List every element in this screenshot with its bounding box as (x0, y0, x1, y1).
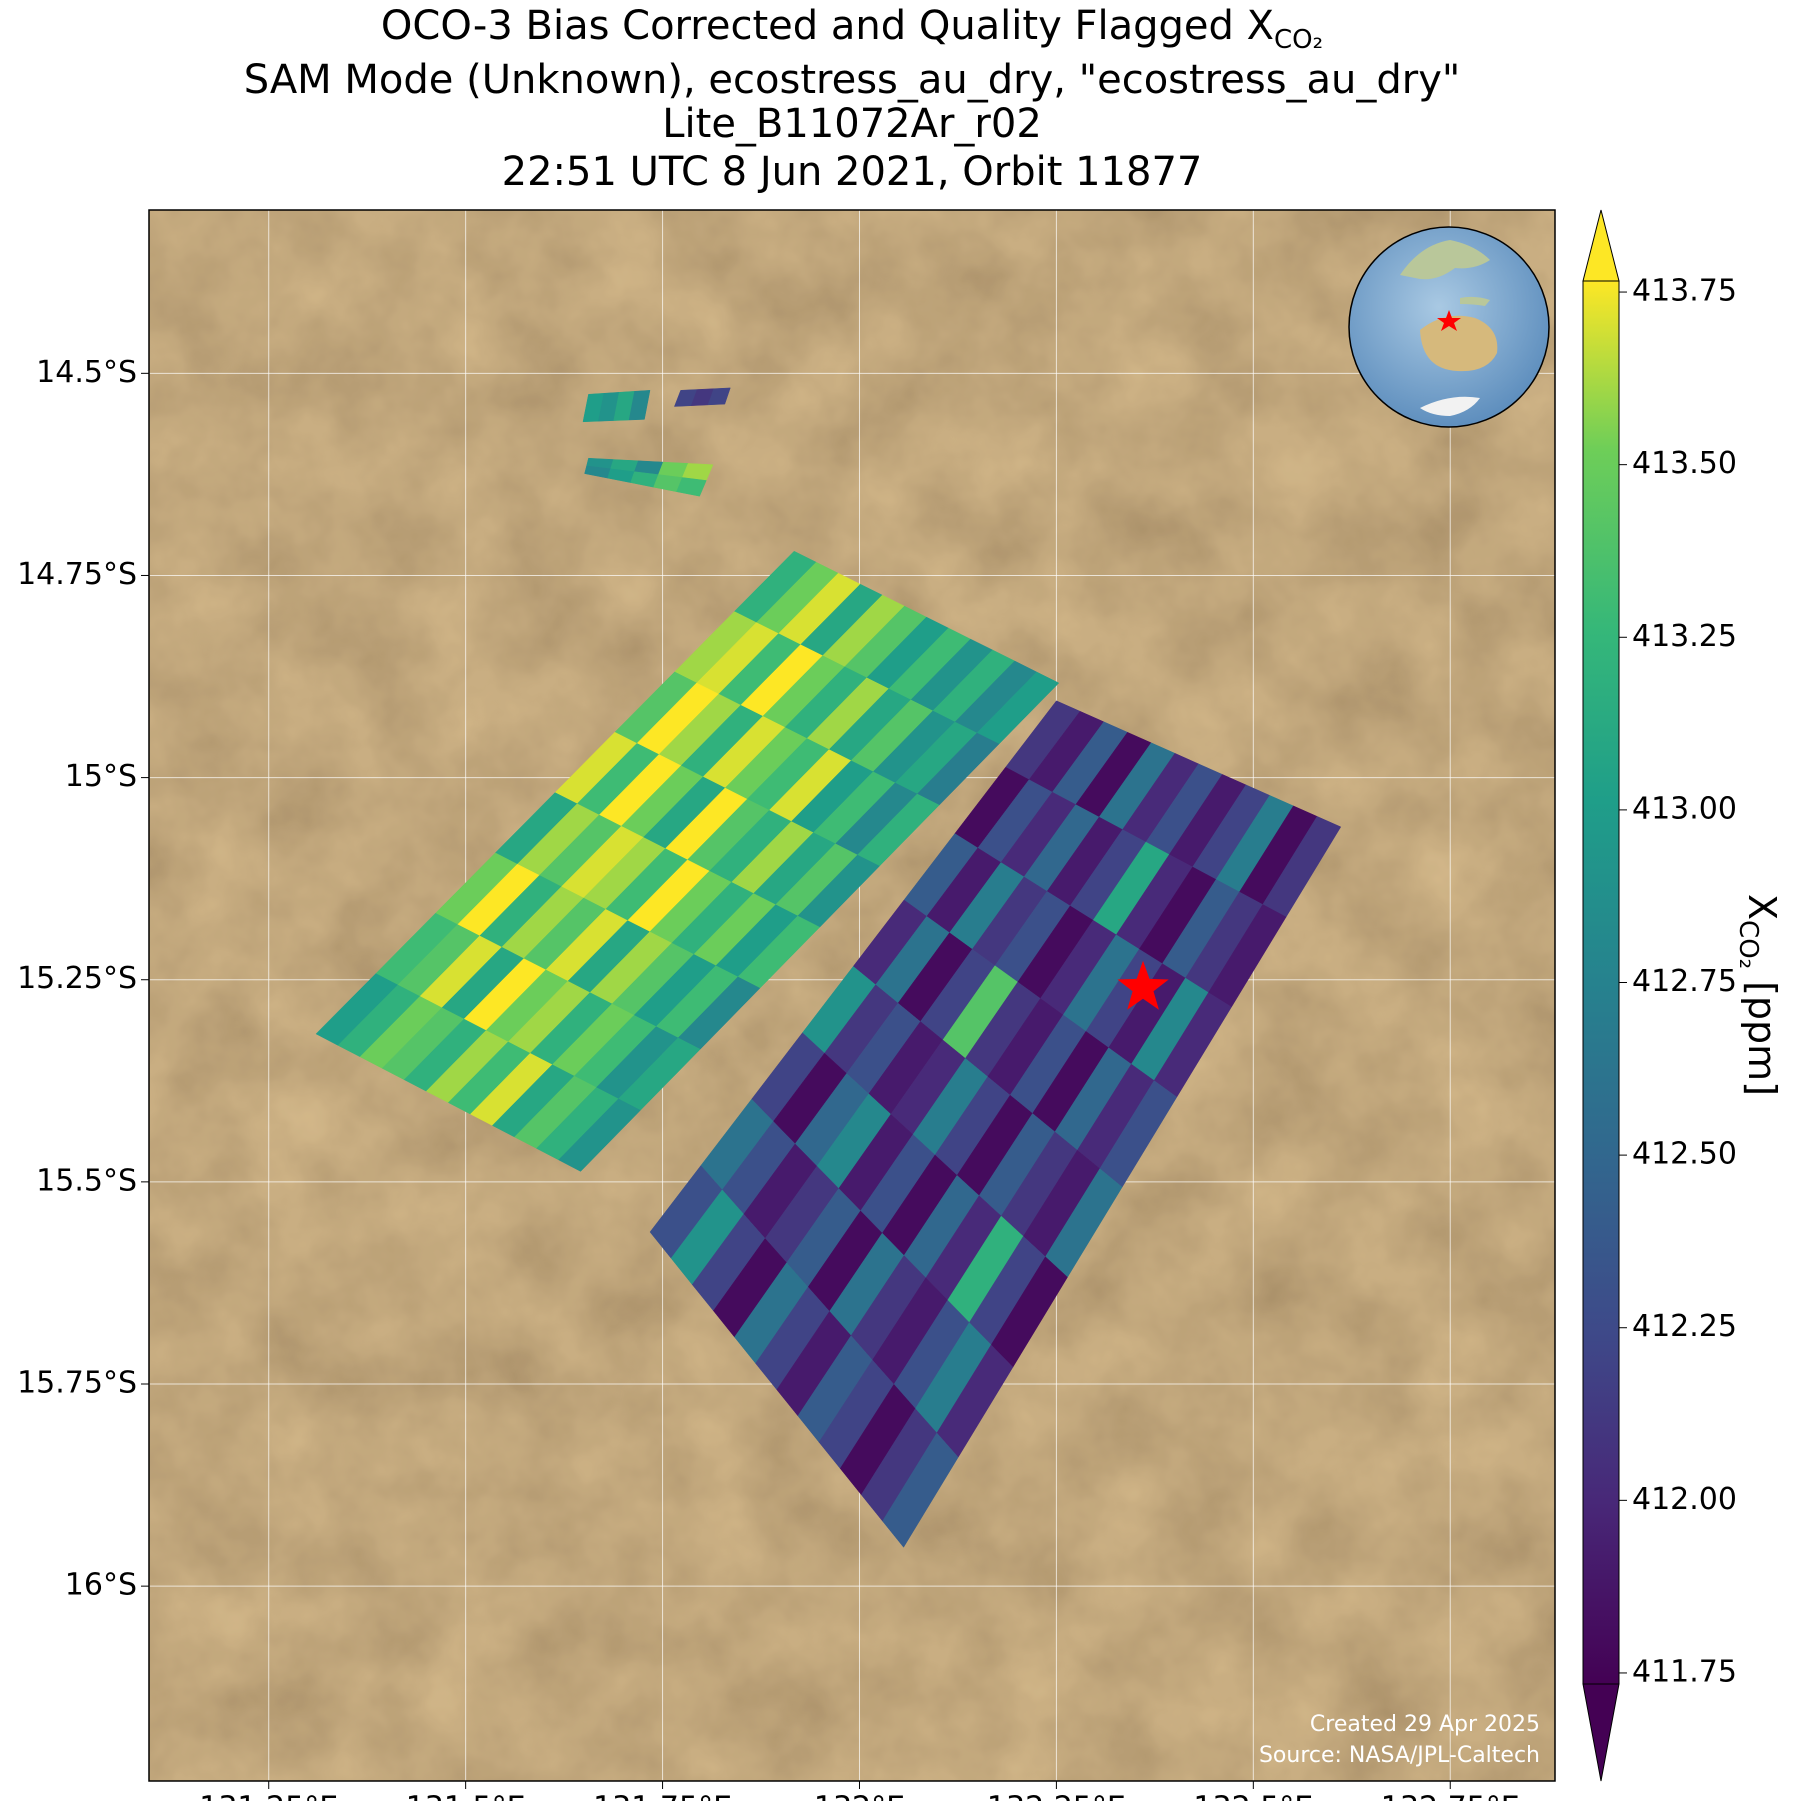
colorbar-tick-label: 412.00 (1632, 1482, 1737, 1517)
x-tick-label: 132°E (814, 1791, 905, 1801)
titles: OCO-3 Bias Corrected and Quality Flagged… (244, 3, 1461, 195)
colorbar-tick-label: 413.50 (1632, 446, 1737, 481)
colorbar-tick-label: 413.25 (1632, 619, 1737, 654)
sounding-cell (676, 477, 707, 497)
subtitle: 22:51 UTC 8 Jun 2021, Orbit 11877 (502, 149, 1203, 195)
y-tick-label: 15.75°S (17, 1366, 137, 1401)
sounding-cell (707, 387, 731, 406)
target-star (1117, 960, 1169, 1010)
colorbar-body (1583, 281, 1619, 1684)
title: OCO-3 Bias Corrected and Quality Flagged… (381, 3, 1323, 55)
sounding-cell (628, 390, 651, 421)
inset-star (1437, 310, 1461, 331)
colorbar-tick-label: 412.50 (1632, 1137, 1737, 1172)
colorbar-label: XCO₂ [ppm] (1734, 894, 1785, 1096)
y-tick-label: 15.5°S (36, 1163, 137, 1198)
footer-source: Source: NASA/JPL-Caltech (1259, 1743, 1540, 1768)
sounding-cell (558, 1098, 641, 1172)
colorbar-tick-label: 413.75 (1632, 274, 1737, 309)
y-tick-label: 14.75°S (17, 557, 137, 592)
colorbar-tick-label: 412.25 (1632, 1309, 1737, 1344)
y-tick-label: 14.5°S (36, 355, 137, 390)
axes: 131.25°E 131.5°E 131.75°E 132°E 132.25°E 132.… (17, 355, 1520, 1801)
colorbar-tick-label: 411.75 (1632, 1654, 1737, 1689)
colorbar-label-main: X (1741, 894, 1785, 920)
title-subscript: CO₂ (1274, 25, 1323, 55)
y-tick-label: 15.25°S (17, 961, 137, 996)
land-antarctica (1420, 396, 1480, 416)
inset-globe (1348, 226, 1550, 428)
sounding-cell (882, 1432, 959, 1548)
colorbar-tick-label: 413.00 (1632, 791, 1737, 826)
land-islands (1460, 296, 1490, 306)
x-tick-label: 131.25°E (199, 1791, 338, 1801)
colorbar-extend-max (1582, 209, 1620, 282)
x-tick-label: 131.75°E (593, 1791, 732, 1801)
marker-layer (1117, 960, 1169, 1010)
map-frame (148, 209, 1556, 1782)
colorbar-label-subscript: CO₂ (1734, 920, 1764, 969)
y-tick-label: 16°S (65, 1568, 137, 1603)
x-tick-label: 132.75°E (1381, 1791, 1520, 1801)
title-main: OCO-3 Bias Corrected and Quality Flagged… (381, 3, 1274, 49)
footer-created: Created 29 Apr 2025 (1310, 1712, 1540, 1737)
subtitle: SAM Mode (Unknown), ecostress_au_dry, "e… (244, 57, 1461, 103)
y-tick-label: 15°S (65, 759, 137, 794)
x-tick-label: 131.5°E (406, 1791, 526, 1801)
colorbar-label-unit: [ppm] (1741, 981, 1785, 1096)
land-australia (1420, 315, 1498, 372)
colorbar-extend-min (1582, 1683, 1620, 1782)
land-asia (1400, 240, 1490, 280)
colorbar-tick-label: 412.75 (1632, 964, 1737, 999)
colorbar: XCO₂ [ppm] 411.75 412.00 412.25 412.50 412.75… (1582, 209, 1785, 1782)
x-tick-label: 132.5°E (1193, 1791, 1313, 1801)
subtitle: Lite_B11072Ar_r02 (662, 101, 1042, 147)
map-area (149, 210, 1555, 1781)
x-tick-label: 132.25°E (987, 1791, 1126, 1801)
soundings (315, 387, 1342, 1548)
